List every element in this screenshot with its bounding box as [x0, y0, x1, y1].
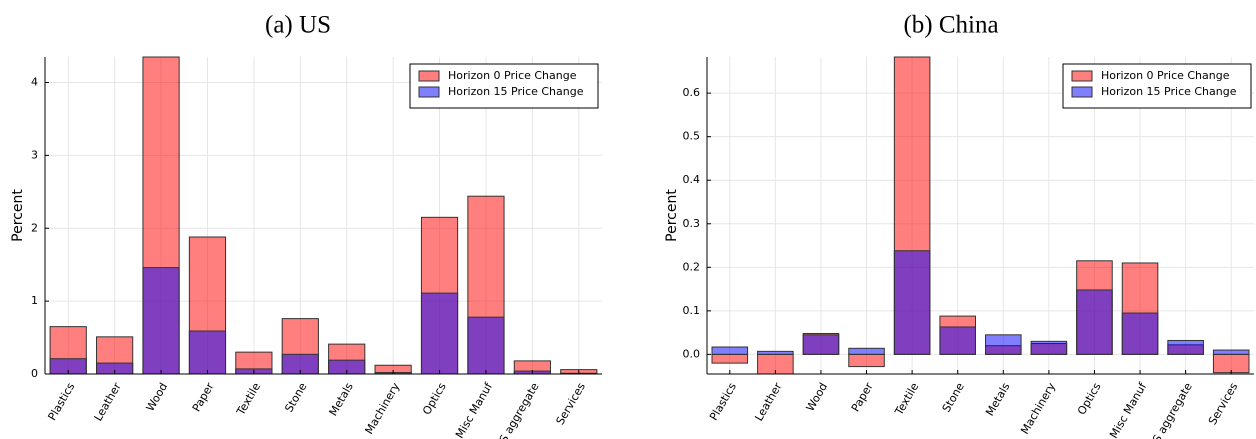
- y-tick-label: 0.0: [683, 347, 701, 360]
- legend-label: Horizon 15 Price Change: [448, 85, 584, 98]
- bar-horizon15: [1121, 312, 1159, 355]
- legend-swatch: [418, 70, 440, 82]
- x-tick-label: Leather: [92, 380, 125, 423]
- x-tick-label: Services: [1206, 380, 1241, 427]
- y-tick-label: 0.4: [683, 173, 701, 186]
- x-tick-label: Textile: [234, 380, 263, 418]
- y-tick-label: 0.5: [683, 130, 701, 143]
- x-tick-label: Misc Manuf: [453, 380, 496, 439]
- legend: Horizon 0 Price Change Horizon 15 Price C…: [409, 63, 599, 109]
- y-tick-label: 0.6: [683, 86, 701, 99]
- bar-horizon15: [893, 250, 931, 355]
- bar-horizon15: [420, 292, 459, 375]
- x-tick-label: Wood: [804, 381, 831, 414]
- bar-horizon15: [939, 326, 976, 355]
- y-tick-label: 0: [31, 367, 38, 380]
- x-tick-label: Optics: [420, 380, 449, 417]
- bar-horizon0: [1212, 353, 1250, 374]
- x-tick-label: Wood: [144, 381, 171, 414]
- y-tick-label: 2: [31, 221, 38, 234]
- x-tick-label: Optics: [1075, 380, 1104, 417]
- legend-box: [1062, 63, 1252, 109]
- legend-swatch: [418, 86, 440, 98]
- x-tick-label: Metals: [327, 380, 356, 418]
- bar-horizon0: [848, 353, 885, 368]
- legend-label: Horizon 0 Price Change: [448, 69, 577, 82]
- bar-horizon15: [142, 267, 180, 375]
- y-axis-label: Percent: [664, 189, 680, 242]
- x-tick-label: Plastics: [45, 380, 77, 423]
- bar-horizon15: [757, 350, 794, 355]
- x-tick-label: Machinery: [363, 380, 403, 436]
- chart-title: (a) US: [265, 12, 331, 39]
- legend-label: Horizon 15 Price Change: [1101, 85, 1237, 98]
- panel-us: (a) US Percent 0 1 2 3 4 Plastics Leather Wood Pap…: [10, 12, 602, 439]
- chart-title: (b) China: [903, 12, 998, 39]
- bar-horizon0: [711, 353, 749, 364]
- x-tick-label: Misc Manuf: [1107, 380, 1150, 439]
- y-tick-label: 0.1: [683, 304, 701, 317]
- panel-china: (b) China Percent 0.0 0.1 0.2 0.3 0.4 0.5 0.6 Pla…: [664, 12, 1254, 439]
- bar-horizon15: [711, 346, 749, 355]
- x-tick-label: S aggregate: [1150, 380, 1195, 439]
- legend-box: [409, 63, 599, 109]
- legend-label: Horizon 0 Price Change: [1101, 69, 1230, 82]
- bar-horizon15: [1167, 339, 1204, 355]
- legend-swatch: [1071, 70, 1093, 82]
- x-tick-label: Paper: [849, 380, 876, 414]
- x-tick-label: Plastics: [707, 380, 739, 423]
- y-tick-label: 1: [31, 294, 38, 307]
- bar-horizon15: [1212, 349, 1250, 355]
- x-tick-label: Paper: [190, 380, 217, 414]
- x-tick-label: Leather: [752, 380, 785, 423]
- bar-horizon15: [848, 347, 885, 355]
- bar-horizon15: [802, 334, 840, 355]
- x-tick-label: Stone: [282, 380, 309, 414]
- bar-horizon15: [1076, 289, 1113, 355]
- y-tick-label: 3: [31, 148, 38, 161]
- bar-horizon15: [467, 316, 505, 375]
- x-tick-label: Metals: [983, 380, 1012, 418]
- x-tick-label: Stone: [940, 380, 967, 414]
- x-tick-label: S aggregate: [497, 380, 542, 439]
- y-tick-label: 0.2: [683, 260, 701, 273]
- x-tick-label: Services: [554, 380, 589, 427]
- bar-horizon15: [985, 334, 1022, 355]
- legend: Horizon 0 Price Change Horizon 15 Price C…: [1062, 63, 1252, 109]
- x-tick-label: Textile: [892, 380, 921, 418]
- y-tick-label: 0.3: [683, 217, 701, 230]
- legend-swatch: [1071, 86, 1093, 98]
- bar-horizon15: [188, 330, 227, 375]
- x-tick-label: Machinery: [1018, 380, 1058, 436]
- y-axis-label: Percent: [10, 189, 26, 242]
- y-tick-label: 4: [31, 76, 38, 89]
- bar-horizon15: [1030, 340, 1068, 355]
